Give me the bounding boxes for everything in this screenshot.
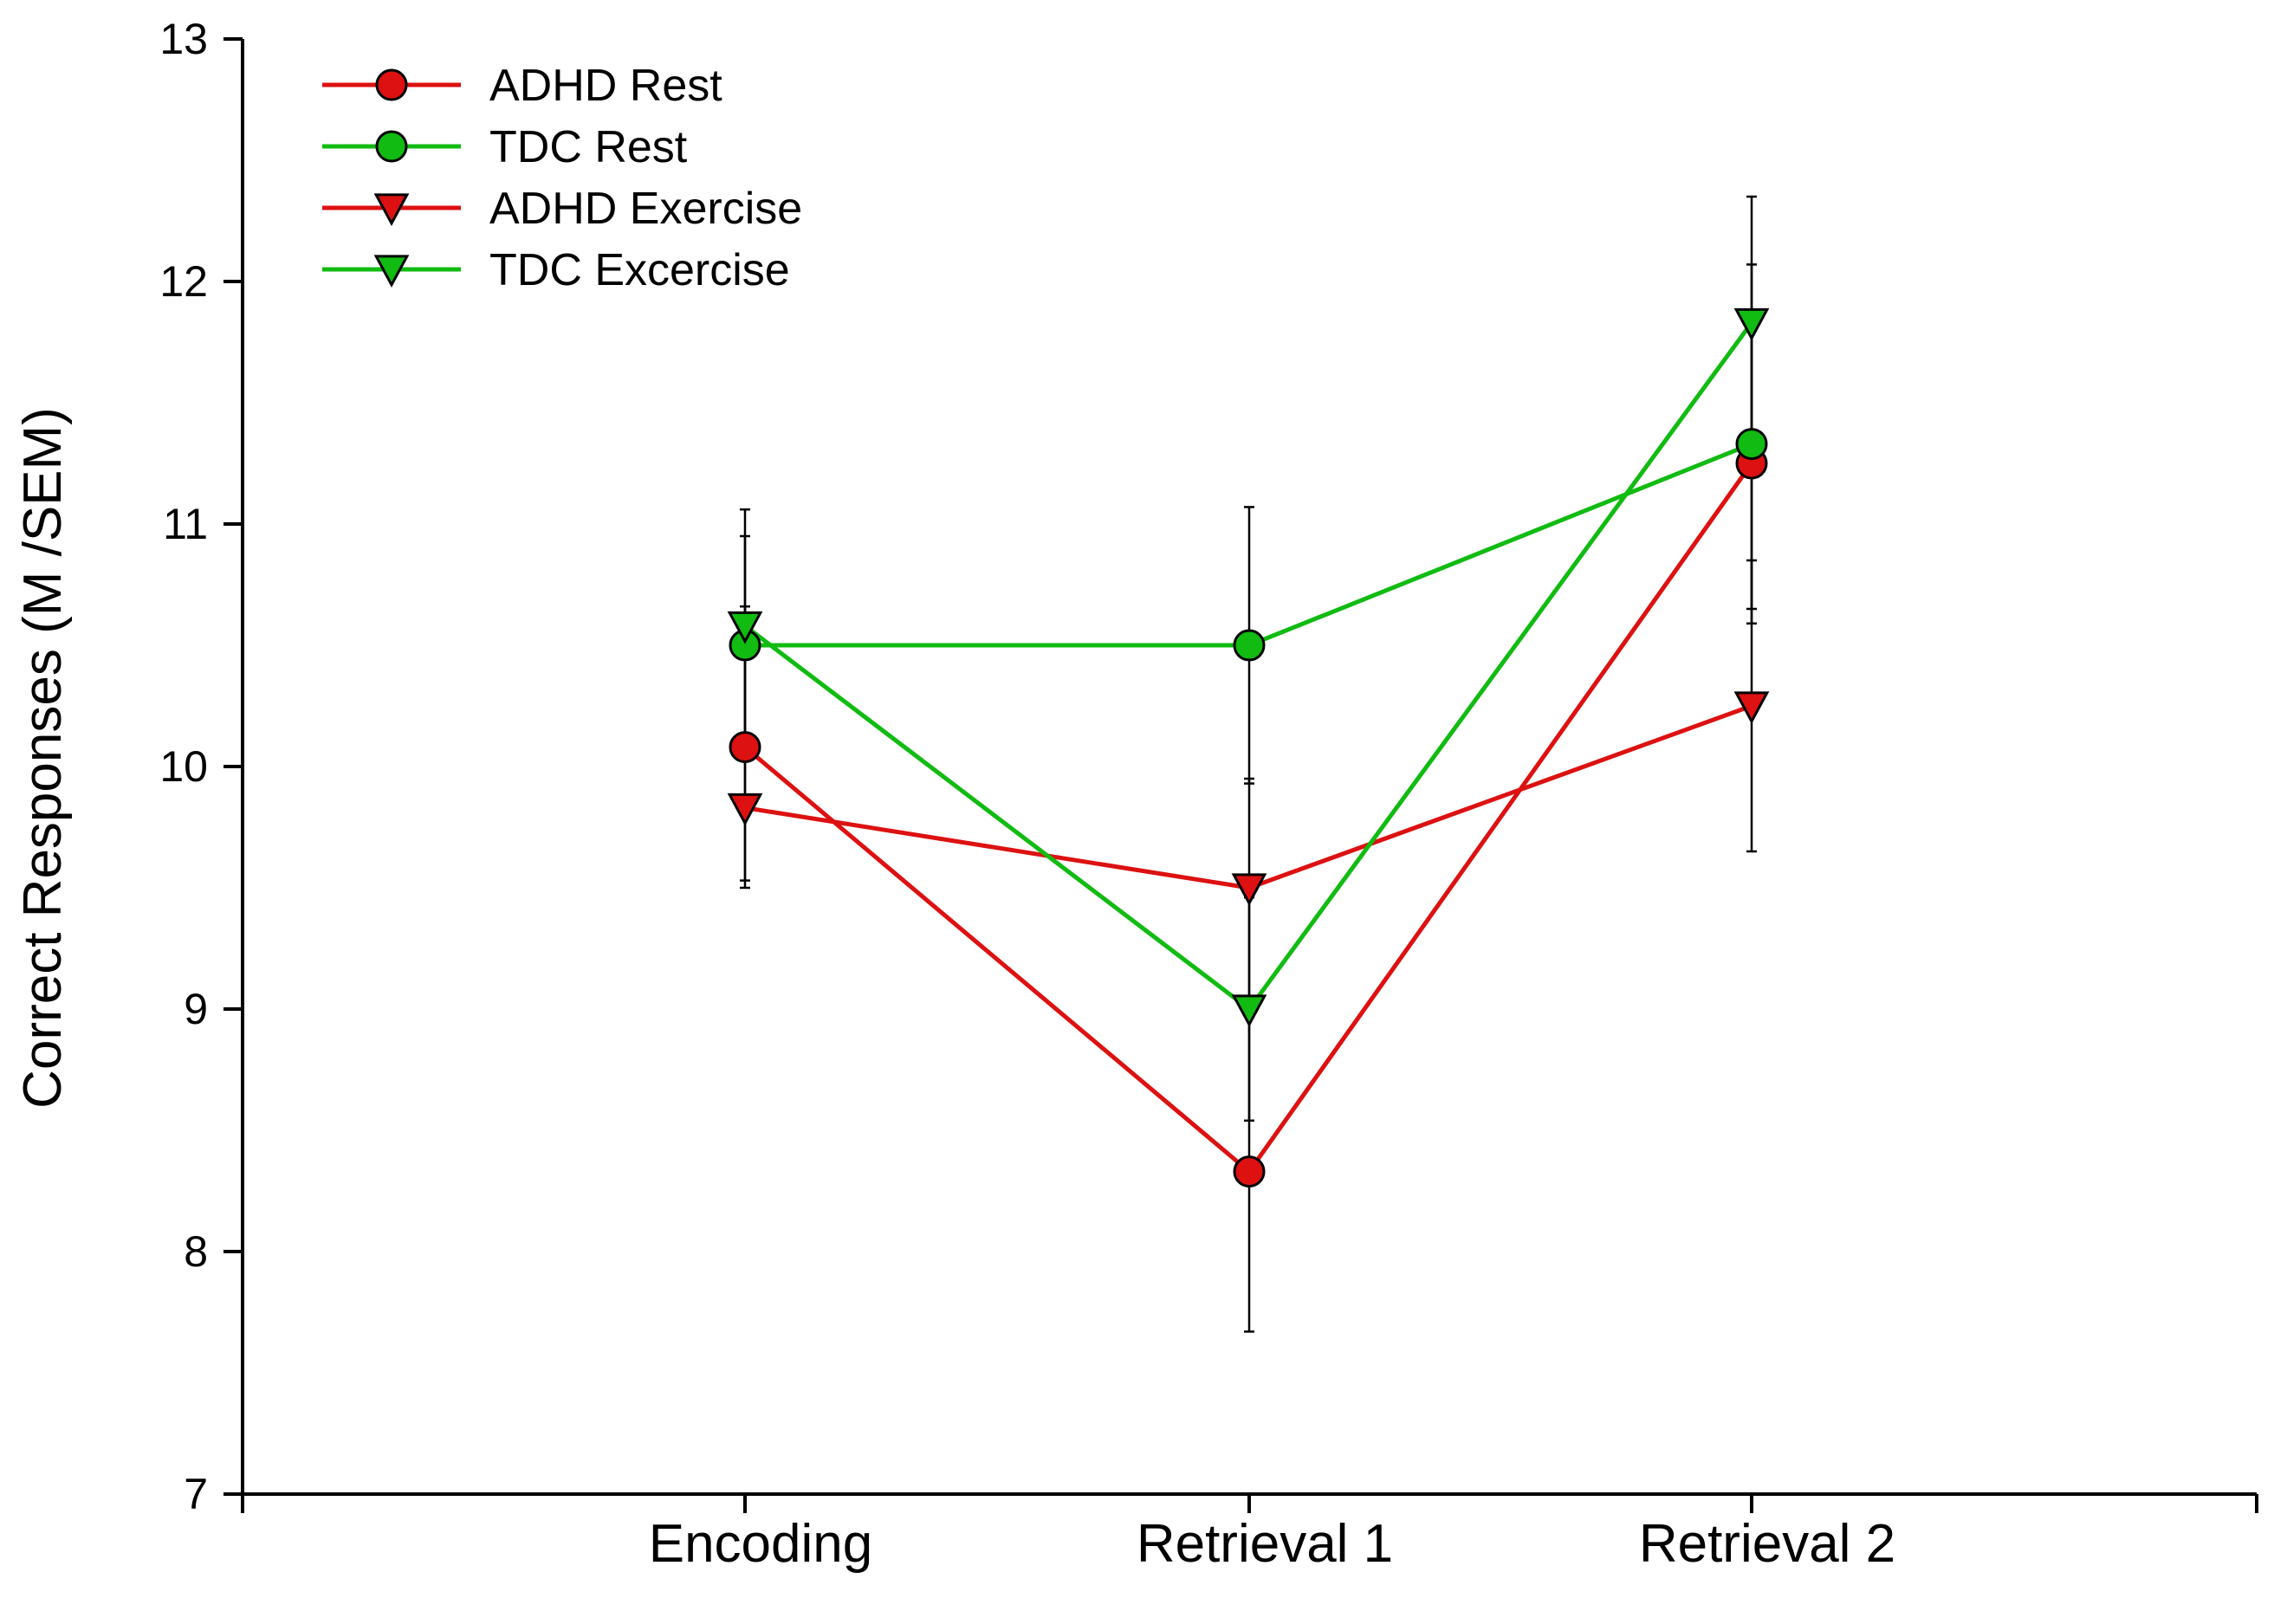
data-point [1733,691,1770,725]
data-point [727,793,763,826]
data-point [1733,307,1770,341]
y-tick-label: 9 [184,985,208,1033]
y-tick-label: 7 [184,1470,208,1518]
legend-label: ADHD Exercise [489,184,802,234]
legend-label: TDC Excercise [489,245,790,295]
legend-marker [373,255,410,288]
y-tick-label: 12 [159,257,208,306]
y-tick-label: 13 [159,15,208,63]
y-tick-label: 10 [159,742,208,791]
y-tick-label: 11 [163,500,208,548]
x-category-label: Retrieval 1 [1137,1514,1393,1574]
y-axis-title: Correct Responses (M /SEM) [13,407,73,1109]
data-point [1231,994,1267,1028]
legend-marker [373,193,410,227]
legend-label: ADHD Rest [489,61,722,111]
data-point [727,611,763,644]
y-tick-label: 8 [184,1227,208,1276]
legend: ADHD Rest TDC Rest ADHD Exercise TDC Excerc… [322,61,802,295]
data-point [1233,1155,1266,1188]
legend-marker [375,68,408,101]
data-point [729,731,761,764]
legend-label: TDC Rest [489,122,688,172]
legend-marker [375,130,408,163]
data-point [1231,873,1267,907]
data-point [1735,428,1768,461]
x-category-label: Retrieval 2 [1639,1514,1895,1574]
x-category-label: Encoding [649,1514,873,1574]
data-point [1233,629,1266,662]
